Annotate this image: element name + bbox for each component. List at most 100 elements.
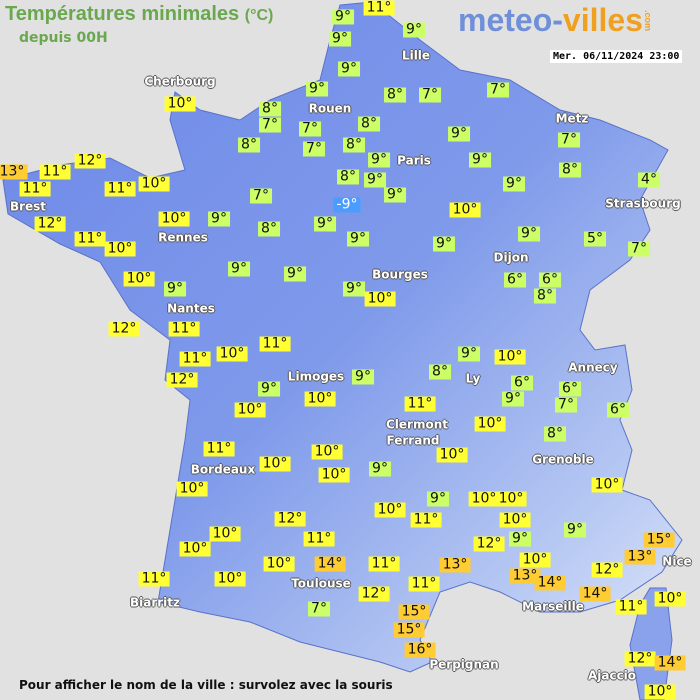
temperature-marker[interactable]: 9° <box>332 9 354 25</box>
temperature-marker[interactable]: 9° <box>433 236 455 252</box>
temperature-marker[interactable]: 7° <box>487 82 509 98</box>
temperature-marker[interactable]: 10° <box>436 447 468 463</box>
temperature-marker[interactable]: 14° <box>314 556 346 572</box>
temperature-marker[interactable]: 10° <box>364 291 396 307</box>
temperature-marker[interactable]: 9° <box>364 172 386 188</box>
temperature-marker[interactable]: 9° <box>403 22 425 38</box>
temperature-marker[interactable]: 9° <box>518 226 540 242</box>
temperature-marker[interactable]: 7° <box>259 117 281 133</box>
temperature-marker[interactable]: 15° <box>398 604 430 620</box>
temperature-marker[interactable]: 9° <box>338 61 360 77</box>
temperature-marker[interactable]: 7° <box>303 141 325 157</box>
temperature-marker[interactable]: 10° <box>214 571 246 587</box>
temperature-marker[interactable]: 12° <box>591 562 623 578</box>
temperature-marker[interactable]: 8° <box>259 101 281 117</box>
temperature-marker[interactable]: 10° <box>104 241 136 257</box>
temperature-marker[interactable]: 5° <box>584 231 606 247</box>
temperature-marker[interactable]: 12° <box>34 216 66 232</box>
temperature-marker[interactable]: 9° <box>208 211 230 227</box>
temperature-marker[interactable]: 11° <box>203 441 235 457</box>
temperature-marker[interactable]: 7° <box>250 188 272 204</box>
temperature-marker[interactable]: 10° <box>654 591 686 607</box>
temperature-marker[interactable]: 9° <box>258 381 280 397</box>
temperature-marker[interactable]: 10° <box>468 491 500 507</box>
temperature-marker[interactable]: 10° <box>138 176 170 192</box>
temperature-marker[interactable]: 10° <box>234 402 266 418</box>
temperature-marker[interactable]: 7° <box>555 397 577 413</box>
temperature-marker[interactable]: 9° <box>228 261 250 277</box>
temperature-marker[interactable]: 14° <box>579 586 611 602</box>
temperature-marker[interactable]: 13° <box>0 164 28 180</box>
temperature-marker[interactable]: 9° <box>469 152 491 168</box>
temperature-marker[interactable]: 13° <box>439 557 471 573</box>
temperature-marker[interactable]: 9° <box>306 81 328 97</box>
temperature-marker[interactable]: 9° <box>384 187 406 203</box>
temperature-marker[interactable]: 9° <box>458 346 480 362</box>
temperature-marker[interactable]: 7° <box>299 121 321 137</box>
temperature-marker[interactable]: 12° <box>74 153 106 169</box>
temperature-marker[interactable]: 10° <box>318 467 350 483</box>
temperature-marker[interactable]: 13° <box>624 549 656 565</box>
temperature-marker[interactable]: 10° <box>209 526 241 542</box>
temperature-marker[interactable]: 11° <box>404 396 436 412</box>
temperature-marker[interactable]: 7° <box>419 87 441 103</box>
temperature-marker[interactable]: 8° <box>358 116 380 132</box>
temperature-marker[interactable]: 10° <box>519 552 551 568</box>
temperature-marker[interactable]: 10° <box>591 477 623 493</box>
temperature-marker[interactable]: 11° <box>303 531 335 547</box>
temperature-marker[interactable]: 8° <box>544 426 566 442</box>
temperature-marker[interactable]: 9° <box>329 31 351 47</box>
temperature-marker[interactable]: 11° <box>368 556 400 572</box>
logo[interactable]: meteo-villes.com <box>458 2 653 39</box>
temperature-marker[interactable]: 10° <box>304 391 336 407</box>
temperature-marker[interactable]: 13° <box>509 568 541 584</box>
temperature-marker[interactable]: 11° <box>179 351 211 367</box>
temperature-marker[interactable]: 11° <box>168 321 200 337</box>
temperature-marker[interactable]: 9° <box>347 231 369 247</box>
temperature-marker[interactable]: 11° <box>363 0 395 16</box>
temperature-marker[interactable]: 6° <box>607 402 629 418</box>
temperature-marker[interactable]: 9° <box>368 152 390 168</box>
temperature-marker[interactable]: 14° <box>534 575 566 591</box>
temperature-marker[interactable]: 9° <box>448 126 470 142</box>
temperature-marker[interactable]: 11° <box>408 576 440 592</box>
temperature-marker[interactable]: 9° <box>369 461 391 477</box>
temperature-marker[interactable]: 10° <box>644 684 676 700</box>
temperature-marker[interactable]: 10° <box>499 512 531 528</box>
temperature-marker[interactable]: -9° <box>333 197 361 213</box>
temperature-marker[interactable]: 10° <box>263 556 295 572</box>
temperature-marker[interactable]: 11° <box>410 512 442 528</box>
temperature-marker[interactable]: 9° <box>564 522 586 538</box>
temperature-marker[interactable]: 10° <box>495 491 527 507</box>
temperature-marker[interactable]: 4° <box>638 172 660 188</box>
temperature-marker[interactable]: 12° <box>473 536 505 552</box>
temperature-marker[interactable]: 11° <box>74 231 106 247</box>
temperature-marker[interactable]: 11° <box>615 599 647 615</box>
temperature-marker[interactable]: 9° <box>284 266 306 282</box>
temperature-marker[interactable]: 10° <box>474 416 506 432</box>
temperature-marker[interactable]: 8° <box>534 288 556 304</box>
temperature-marker[interactable]: 10° <box>449 202 481 218</box>
temperature-marker[interactable]: 9° <box>503 176 525 192</box>
temperature-marker[interactable]: 15° <box>643 532 675 548</box>
temperature-marker[interactable]: 8° <box>384 87 406 103</box>
temperature-marker[interactable]: 9° <box>164 281 186 297</box>
temperature-marker[interactable]: 10° <box>374 502 406 518</box>
temperature-marker[interactable]: 8° <box>258 221 280 237</box>
temperature-marker[interactable]: 6° <box>559 381 581 397</box>
temperature-marker[interactable]: 11° <box>104 181 136 197</box>
temperature-marker[interactable]: 6° <box>539 272 561 288</box>
temperature-marker[interactable]: 16° <box>404 642 436 658</box>
temperature-marker[interactable]: 7° <box>308 601 330 617</box>
temperature-marker[interactable]: 8° <box>559 162 581 178</box>
temperature-marker[interactable]: 14° <box>654 655 686 671</box>
temperature-marker[interactable]: 12° <box>108 321 140 337</box>
temperature-marker[interactable]: 12° <box>624 651 656 667</box>
temperature-marker[interactable]: 12° <box>358 586 390 602</box>
temperature-marker[interactable]: 11° <box>259 336 291 352</box>
temperature-marker[interactable]: 10° <box>259 456 291 472</box>
temperature-marker[interactable]: 8° <box>343 137 365 153</box>
temperature-marker[interactable]: 8° <box>429 364 451 380</box>
temperature-marker[interactable]: 10° <box>176 481 208 497</box>
temperature-marker[interactable]: 7° <box>558 132 580 148</box>
